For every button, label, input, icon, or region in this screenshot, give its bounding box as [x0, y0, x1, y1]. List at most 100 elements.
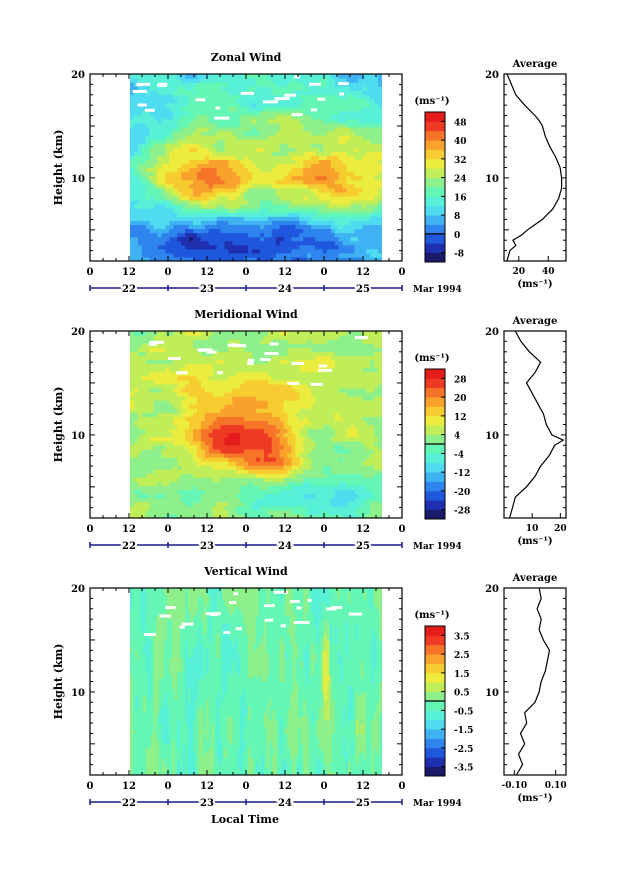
heatmap-cell: [145, 122, 151, 128]
heatmap-cell: [271, 252, 277, 258]
heatmap-cell: [130, 200, 135, 205]
heatmap-cell: [236, 339, 241, 344]
heatmap-cell: [165, 497, 170, 503]
heatmap-cell: [252, 457, 257, 462]
heatmap-cell: [275, 110, 281, 116]
heatmap-cell: [212, 432, 218, 438]
heatmap-cell: [244, 179, 249, 185]
heatmap-cell: [291, 204, 296, 209]
heatmap-cell: [228, 379, 233, 385]
heatmap-cell: [137, 473, 143, 478]
heatmap-cell: [279, 187, 285, 193]
heatmap-cell: [303, 187, 308, 193]
heatmap-cell: [149, 126, 155, 132]
heatmap-cell: [165, 191, 170, 197]
heatmap-cell: [216, 224, 222, 230]
heatmap-cell: [326, 191, 332, 197]
heatmap-cell: [334, 82, 340, 87]
heatmap-cell: [189, 114, 194, 120]
heatmap-cell: [228, 155, 233, 160]
heatmap-cell: [248, 86, 253, 91]
heatmap-cell: [275, 485, 281, 491]
heatmap-cell: [307, 195, 312, 201]
heatmap-cell: [149, 228, 155, 234]
heatmap-cell: [287, 232, 293, 238]
heatmap-cell: [279, 440, 285, 446]
heatmap-cell: [330, 220, 336, 226]
heatmap-cell: [303, 252, 308, 258]
heatmap-cell: [137, 195, 143, 201]
heatmap-cell: [145, 436, 151, 442]
heatmap-cell: [267, 134, 273, 140]
heatmap-cell: [200, 375, 206, 381]
heatmap-cell: [220, 408, 226, 413]
heatmap-cell: [157, 465, 163, 470]
heatmap-cell: [334, 212, 340, 217]
heatmap-cell: [374, 220, 379, 226]
heatmap-cell: [130, 98, 135, 104]
heatmap-cell: [173, 228, 178, 234]
heatmap-cell: [161, 102, 167, 108]
heatmap-cell: [141, 147, 147, 152]
heatmap-cell: [145, 151, 151, 156]
heatmap-cell: [252, 331, 257, 336]
heatmap-cell: [374, 252, 379, 258]
heatmap-cell: [267, 465, 273, 470]
heatmap-cell: [252, 163, 257, 169]
heatmap-cell: [259, 404, 265, 409]
heatmap-cell: [370, 114, 375, 120]
heatmap-cell: [161, 367, 167, 373]
heatmap-cell: [236, 118, 241, 124]
heatmap-cell: [224, 509, 230, 515]
heatmap-cell: [220, 200, 226, 205]
heatmap-cell: [145, 187, 151, 193]
heatmap-cell: [200, 175, 206, 181]
heatmap-cell: [252, 379, 257, 385]
heatmap-cell: [196, 473, 202, 478]
heatmap-cell: [130, 139, 135, 144]
heatmap-cell: [283, 74, 289, 79]
heatmap-cell: [185, 375, 190, 381]
heatmap-cell: [189, 428, 194, 434]
heatmap-cell: [374, 163, 379, 169]
heatmap-cell: [149, 134, 155, 140]
heatmap-cell: [330, 163, 336, 169]
heatmap-cell: [212, 102, 218, 108]
heatmap-cell: [271, 444, 277, 450]
heatmap-cell: [248, 375, 253, 381]
heatmap-cell: [212, 74, 218, 79]
heatmap-cell: [279, 481, 285, 487]
heatmap-cell: [315, 244, 320, 250]
heatmap-cell: [193, 106, 198, 112]
heatmap-cell: [236, 110, 241, 116]
heatmap-cell: [271, 396, 277, 401]
heatmap-cell: [259, 412, 265, 417]
heatmap-cell: [181, 404, 186, 409]
heatmap-cell: [185, 244, 190, 250]
heatmap-cell: [130, 420, 135, 426]
heatmap-cell: [267, 335, 273, 340]
heatmap-cell: [169, 509, 174, 515]
heatmap-cell: [137, 343, 143, 348]
heatmap-cell: [193, 98, 198, 104]
heatmap-cell: [228, 130, 233, 136]
heatmap-cell: [228, 78, 233, 83]
heatmap-cell: [236, 208, 241, 213]
heatmap-cell: [267, 432, 273, 438]
heatmap-cell: [185, 457, 190, 462]
heatmap-cell: [193, 432, 198, 438]
heatmap-cell: [319, 102, 324, 108]
heatmap-cell: [149, 396, 155, 401]
heatmap-cell: [157, 469, 163, 474]
heatmap-cell: [212, 224, 218, 230]
heatmap-cell: [208, 335, 214, 340]
heatmap-cell: [299, 224, 304, 230]
heatmap-cell: [263, 102, 269, 108]
heatmap-cell: [196, 477, 202, 483]
heatmap-cell: [322, 159, 328, 165]
heatmap-cell: [208, 404, 214, 409]
heatmap-cell: [189, 134, 194, 140]
heatmap-cell: [303, 228, 308, 234]
heatmap-cell: [358, 159, 363, 165]
